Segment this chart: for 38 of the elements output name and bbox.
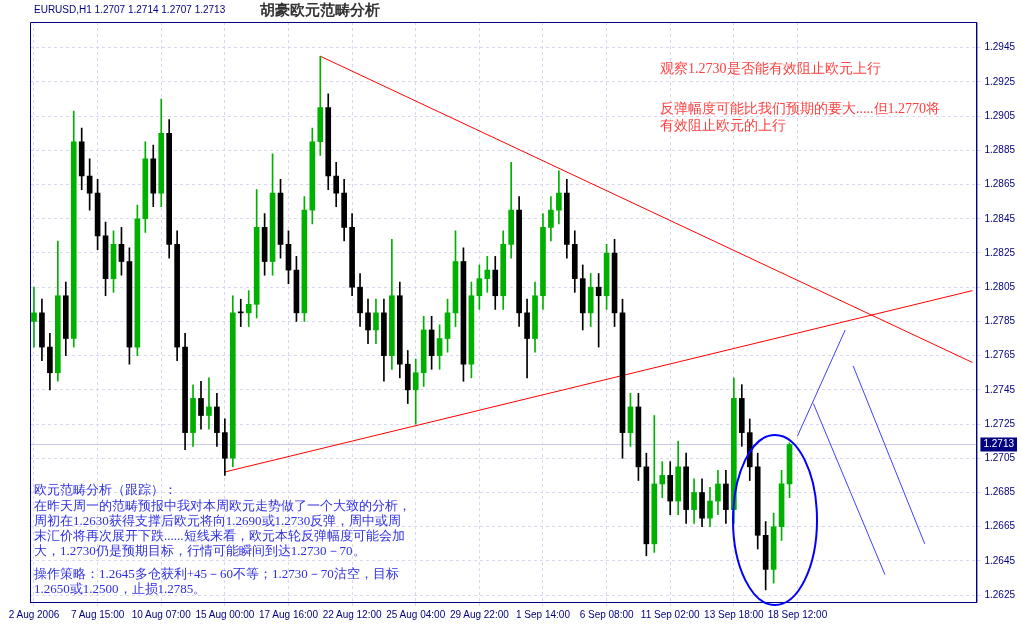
x-tick-label: 7 Aug 15:00 [70, 608, 125, 620]
annotation: 观察1.2730是否能有效阻止欧元上行 [660, 60, 882, 77]
y-tick-label: 1.2685 [984, 486, 1016, 498]
y-tick-label: 1.2885 [984, 144, 1016, 156]
x-tick-label: 25 Aug 04:00 [386, 608, 446, 620]
chart-subtitle: EURUSD,H1 1.2707 1.2714 1.2707 1.2713 [34, 4, 226, 15]
y-tick-label: 1.2925 [984, 75, 1016, 87]
y-tick-label: 1.2865 [984, 178, 1016, 190]
x-tick-label: 6 Sep 08:00 [579, 608, 634, 620]
x-tick-label: 29 Aug 22:00 [449, 608, 510, 620]
x-tick-label: 2 Aug 2006 [8, 608, 60, 620]
chart-title: 胡豪欧元范畴分析 [260, 1, 380, 20]
y-tick-label: 1.2945 [984, 41, 1016, 53]
x-tick-label: 15 Aug 00:00 [195, 608, 255, 620]
y-tick-label: 1.2765 [984, 349, 1016, 361]
x-tick-label: 18 Sep 12:00 [767, 608, 828, 620]
x-tick-label: 1 Sep 14:00 [516, 608, 571, 620]
x-tick-label: 17 Aug 16:00 [259, 608, 319, 620]
x-tick-label: 11 Sep 02:00 [640, 608, 701, 620]
x-tick-label: 10 Aug 07:00 [131, 608, 192, 620]
ref-line-label: 1.2713 [983, 438, 1015, 450]
y-tick-label: 1.2725 [984, 417, 1016, 429]
y-tick-label: 1.2705 [984, 452, 1016, 464]
x-tick-label: 22 Aug 12:00 [322, 608, 383, 620]
y-tick-label: 1.2645 [984, 554, 1016, 566]
annotation: 反弹幅度可能比我们预期的要大.....但1.2770将有效阻止欧元的上行 [660, 100, 941, 134]
y-tick-label: 1.2845 [984, 212, 1016, 224]
y-tick-label: 1.2805 [984, 280, 1016, 292]
annotation: 操作策略：1.2645多仓获利+45－60不等；1.2730－70沽空，目标1.2650或1.2500，止损1.2785。 [34, 566, 400, 596]
y-tick-label: 1.2785 [984, 315, 1016, 327]
y-tick-label: 1.2905 [984, 109, 1016, 121]
y-tick-label: 1.2625 [984, 588, 1016, 600]
annotation: 在昨天周一的范畴预报中我对本周欧元走势做了一个大致的分析，周初在1.2630获得支撑后欧元将向1.2690或1.2730反弹，周中或周末汇价将再次展开下跌......短线来看，欧元本轮反弹幅度可能会加大，1.2730仍是预期目标，行情可能瞬间到达1.2730－70。 [34, 498, 412, 558]
x-tick-label: 13 Sep 18:00 [704, 608, 765, 620]
y-tick-label: 1.2665 [984, 520, 1016, 532]
y-tick-label: 1.2745 [984, 383, 1016, 395]
y-tick-label: 1.2825 [984, 246, 1016, 258]
annotation: 欧元范畴分析（跟踪）： [34, 482, 178, 497]
